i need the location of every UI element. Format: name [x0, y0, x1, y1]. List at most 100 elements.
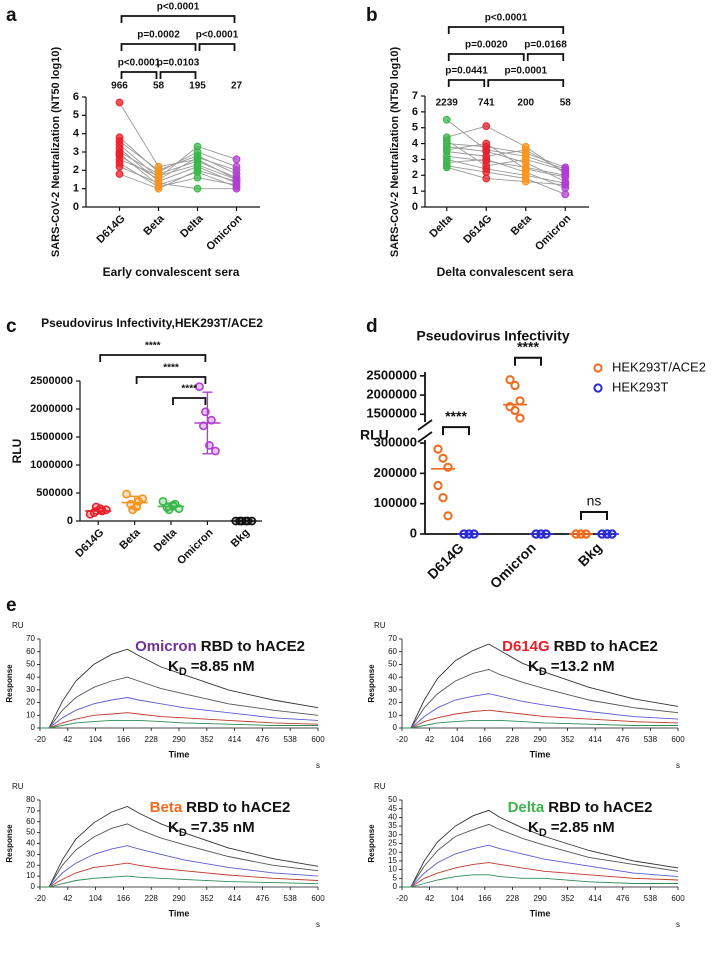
comparison-label: ****: [445, 408, 467, 424]
x-tick-label: 104: [451, 894, 465, 903]
panel-letter: e: [6, 595, 17, 616]
data-point: [433, 444, 443, 454]
y-tick-label: 20: [26, 698, 35, 707]
x-tick-label: 104: [89, 735, 103, 744]
data-point: [521, 177, 530, 186]
y-tick-label: 30: [26, 849, 35, 858]
gmt-label: 195: [189, 81, 206, 92]
y-tick-label: 1500000: [30, 431, 73, 443]
y-tick-label: 0: [412, 201, 418, 213]
y-tick-label: 2: [412, 169, 418, 181]
y-tick-label: 20: [388, 698, 397, 707]
y-tick-label: 20: [388, 847, 397, 856]
data-point: [232, 177, 241, 186]
data-point: [510, 405, 520, 416]
y-tick-label: 2: [73, 164, 79, 176]
y-tick-label: 300000: [374, 434, 417, 449]
y-tick-label: 10: [388, 710, 397, 719]
gmt-label: 966: [111, 81, 128, 92]
data-point: [115, 170, 124, 178]
x-tick-label: Omicron: [487, 539, 539, 591]
x-tick-label: D614G: [95, 213, 128, 246]
x-tick-label: 414: [589, 894, 603, 903]
y-tick-label: 5: [393, 873, 398, 882]
y-tick-label: 80: [26, 795, 35, 804]
x-tick-label: 228: [506, 735, 520, 744]
data-point: [561, 166, 570, 175]
kd-symbol: K: [528, 658, 539, 675]
subject-line: [446, 146, 566, 183]
axis-break: [417, 419, 433, 431]
y-tick-label: 30: [26, 685, 35, 694]
data-point: [232, 166, 241, 175]
data-point: [158, 496, 168, 506]
comparison-label: ****: [163, 363, 179, 374]
data-point: [482, 168, 491, 177]
sensorgram-curve: [40, 712, 319, 729]
y-unit: RU: [374, 782, 386, 791]
comparison-bracket: [526, 53, 565, 61]
sd-bar: [202, 391, 213, 455]
x-tick-label: D614G: [73, 527, 106, 560]
y-tick-label: 4: [412, 137, 419, 149]
comparison-label: p=0.0441: [445, 66, 488, 77]
comparison-bracket: [447, 53, 525, 61]
comparison-bracket: [447, 26, 565, 34]
subject-line: [446, 155, 566, 176]
title-rest: RBD to hACE2: [554, 638, 658, 655]
x-tick-label: 104: [89, 894, 103, 903]
subject-line: [119, 158, 237, 180]
data-point: [442, 146, 451, 154]
x-tick-label: 42: [425, 735, 434, 744]
comparison-bracket: [487, 79, 565, 87]
legend-marker: [593, 383, 603, 393]
x-tick-label: 228: [145, 894, 159, 903]
panel-letter: d: [366, 316, 378, 337]
title-variant: Delta: [508, 799, 545, 816]
data-point: [438, 493, 448, 503]
y-unit: RU: [374, 621, 386, 630]
y-tick-label: 60: [26, 647, 35, 656]
x-tick-label: 42: [63, 735, 72, 744]
kd-label: KD =2.85 nM: [528, 819, 615, 839]
y-tick-label: 25: [388, 839, 397, 848]
comparison-label: ns: [587, 493, 602, 509]
comparison-label: p=0.0103: [157, 58, 200, 69]
x-tick-label: 290: [533, 894, 547, 903]
x-tick-label: 538: [644, 735, 658, 744]
x-tick-label: D614G: [461, 213, 494, 246]
gmt-label: 58: [153, 81, 165, 92]
comparison-bracket: [580, 511, 608, 520]
y-tick-label: 5: [73, 109, 79, 121]
y-tick-label: 40: [26, 672, 35, 681]
sensorgram-curve: [402, 809, 679, 888]
comparison-label: ****: [145, 341, 161, 352]
x-tick-label: 228: [506, 894, 520, 903]
sensorgram-curve: [40, 719, 318, 729]
data-point: [515, 413, 525, 423]
x-tick-label: Delta: [152, 526, 180, 554]
subject-line: [119, 144, 237, 179]
data-point: [442, 136, 451, 145]
y-tick-label: 2500000: [366, 367, 417, 382]
title-rest: RBD to hACE2: [548, 799, 652, 816]
kd-label: KD =8.85 nM: [168, 658, 255, 678]
y-tick-label: 20: [26, 860, 35, 869]
y-tick-label: 6: [412, 106, 418, 118]
x-tick-label: 166: [478, 735, 492, 744]
kd-subscript: D: [179, 827, 187, 839]
chart-title: Delta RBD to hACE2: [508, 799, 653, 816]
subject-line: [446, 149, 566, 173]
data-point: [193, 173, 202, 182]
kd-symbol: K: [168, 819, 179, 836]
y-axis-label: RLU: [10, 439, 24, 464]
sensorgram-curve: [402, 643, 679, 729]
chart-title: Beta RBD to hACE2: [150, 799, 291, 816]
x-tick-label: 290: [172, 735, 186, 744]
x-tick-label: -20: [34, 894, 46, 903]
x-axis-label: Time: [530, 749, 551, 759]
sensorgram-curve: [40, 697, 319, 729]
sensorgram-curve: [40, 823, 319, 888]
x-tick-label: 538: [644, 894, 658, 903]
gmt-label: 200: [517, 98, 534, 109]
